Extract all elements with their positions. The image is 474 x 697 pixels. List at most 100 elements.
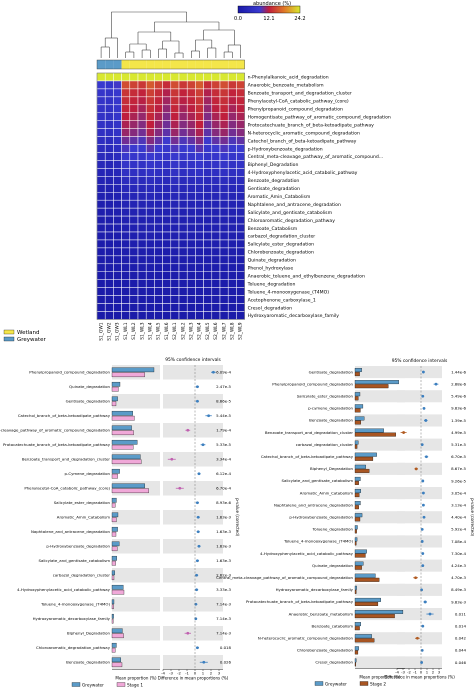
bar-stage: [354, 589, 357, 594]
feature-label: Naphtalene_and_antracene_degradation: [274, 502, 354, 507]
heatmap-cell: [96, 112, 106, 121]
heatmap-cell: [129, 104, 139, 114]
row-band: [397, 366, 442, 379]
heatmap-cell: [178, 231, 188, 241]
row-band: [355, 559, 405, 572]
heatmap-cell: [219, 279, 229, 288]
row-band: [397, 511, 442, 524]
heatmap-cell: [162, 176, 172, 185]
heatmap-cell: [96, 303, 106, 312]
heatmap-cell: [104, 271, 114, 280]
heatmap-column-label: S2_WL9: [238, 322, 244, 340]
heatmap-cell: [162, 160, 172, 169]
heatmap-column-label: S2_WL6: [213, 322, 219, 340]
heatmap-cell: [186, 104, 196, 114]
heatmap-column-label: S1_WL3: [139, 322, 145, 340]
diff-tick-label: 2: [432, 670, 435, 675]
heatmap-cell: [178, 295, 188, 304]
bar-greywater: [111, 497, 117, 503]
heatmap-cell: [145, 279, 155, 288]
feature-label: p-Cymene_degradation: [64, 471, 110, 476]
heatmap-cell: [236, 136, 245, 145]
heatmap-cell: [219, 136, 229, 145]
legend-swatch-stage: [359, 681, 369, 686]
heatmap-cell: [178, 199, 188, 209]
heatmap-cell: [170, 120, 180, 129]
heatmap-cell: [154, 287, 163, 296]
heatmap-cell: [170, 136, 180, 145]
diff-point: [196, 385, 199, 389]
feature-label: Salicylate_and_gentisate_catabolism: [38, 558, 110, 563]
heatmap-column-label: S1_GW1: [98, 322, 104, 341]
heatmap-cell: [96, 215, 106, 225]
heatmap-cell: [104, 168, 114, 177]
heatmap-cell: [129, 231, 139, 241]
row-band: [355, 438, 405, 451]
heatmap-cell: [121, 152, 131, 161]
p-value: 0.042: [455, 636, 467, 641]
heatmap-cell: [219, 168, 229, 177]
heatmap-cell: [96, 199, 106, 209]
bar-stage: [354, 493, 360, 498]
bar-stage: [354, 529, 357, 534]
heatmap-cell: [121, 239, 131, 249]
bar-stage: [354, 638, 375, 643]
heatmap-cell: [96, 239, 106, 249]
heatmap-cell: [211, 128, 221, 137]
row-band: [112, 568, 160, 583]
diff-tick-label: 2: [210, 671, 213, 676]
heatmap-cell: [203, 88, 213, 98]
heatmap-cell: [236, 311, 245, 320]
heatmap-cell: [121, 192, 131, 201]
heatmap-cell: [178, 168, 188, 177]
heatmap-cell: [227, 96, 237, 106]
heatmap-cell: [203, 184, 213, 193]
heatmap-cell: [154, 311, 163, 320]
p-value: 8.93e-6: [216, 500, 231, 505]
heatmap-cell: [154, 168, 163, 177]
heatmap-cell: [154, 247, 163, 257]
heatmap-cell: [121, 72, 131, 82]
heatmap-cell: [219, 223, 229, 233]
heatmap-cell: [154, 128, 163, 137]
heatmap-cell: [186, 239, 196, 249]
heatmap-cell: [227, 192, 237, 201]
row-band: [112, 394, 160, 409]
p-value: 1.63e-3: [216, 544, 231, 549]
heatmap-cell: [104, 255, 114, 265]
heatmap-cell: [121, 160, 131, 169]
heatmap-cell: [186, 128, 196, 137]
heatmap-row-label: Benzoate_degradation: [248, 178, 300, 184]
heatmap-cell: [113, 223, 122, 233]
heatmap-cell: [186, 223, 196, 233]
heatmap-cell: [113, 255, 122, 265]
diff-point: [201, 443, 205, 447]
row-band: [163, 510, 223, 525]
diff-point: [422, 491, 425, 495]
heatmap-cell: [170, 263, 180, 272]
heatmap-cell: [170, 231, 180, 241]
heatmap-cell: [129, 223, 139, 233]
heatmap-cell: [104, 247, 114, 257]
heatmap-cell: [96, 152, 106, 161]
heatmap-cell: [236, 255, 245, 265]
heatmap-cell: [129, 271, 139, 280]
heatmap-cell: [154, 72, 163, 82]
heatmap-cell: [227, 295, 237, 304]
feature-label: N-heterocyclic_aromatic_compound_degrada…: [258, 635, 354, 640]
heatmap-cell: [195, 223, 204, 233]
bar-stage: [354, 384, 389, 389]
heatmap-cell: [137, 128, 147, 137]
heatmap-cell: [154, 96, 163, 106]
legend-colorbar: [237, 5, 301, 14]
heatmap-cell: [137, 199, 147, 209]
diff-point: [196, 501, 199, 505]
diff-point: [422, 370, 425, 374]
diff-point: [422, 515, 426, 519]
heatmap-cell: [195, 144, 204, 153]
heatmap-cell: [236, 152, 245, 161]
heatmap-cell: [186, 144, 196, 153]
heatmap-cell: [96, 207, 106, 217]
heatmap-cell: [236, 120, 245, 129]
diff-point: [186, 428, 190, 432]
